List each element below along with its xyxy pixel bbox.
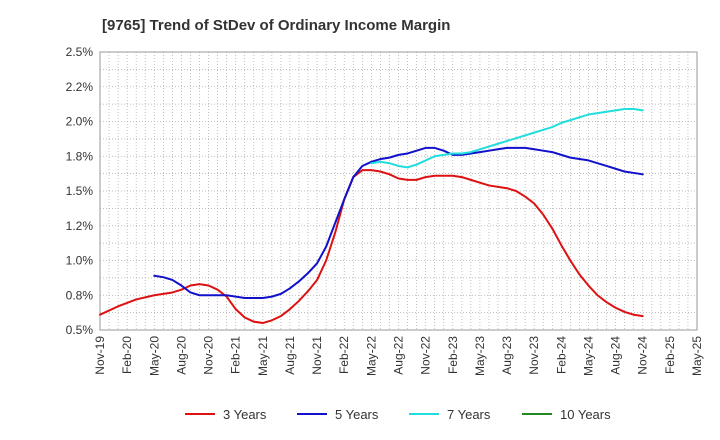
x-tick-label: May-20 <box>147 336 161 376</box>
series-line <box>99 169 644 325</box>
x-tick-label: Aug-23 <box>500 336 514 375</box>
x-tick-label: Feb-22 <box>337 336 351 374</box>
chart-title: [9765] Trend of StDev of Ordinary Income… <box>102 17 450 34</box>
x-tick-label: May-24 <box>581 336 595 376</box>
grid <box>100 52 697 330</box>
x-tick-label: Aug-24 <box>609 336 623 375</box>
y-tick-label: 2.0% <box>66 115 94 129</box>
y-tick-label: 0.8% <box>66 288 94 302</box>
x-tick-label: Nov-19 <box>93 336 107 375</box>
x-tick-label: Nov-23 <box>527 336 541 375</box>
x-tick-label: May-22 <box>364 336 378 376</box>
x-tick-label: Nov-22 <box>419 336 433 375</box>
legend-label: 3 Years <box>223 407 267 422</box>
x-tick-label: Nov-21 <box>310 336 324 375</box>
y-tick-label: 0.5% <box>66 323 94 337</box>
legend: 3 Years 5 Years 7 Years 10 Years <box>185 407 611 422</box>
legend-label: 5 Years <box>335 407 379 422</box>
x-tick-label: May-21 <box>256 336 270 376</box>
x-tick-label: Aug-21 <box>283 336 297 375</box>
x-tick-label: Feb-21 <box>229 336 243 374</box>
y-tick-label: 1.2% <box>66 219 94 233</box>
x-axis: Nov-19 Feb-20 May-20 Aug-20 Nov-20 Feb-21 May-… <box>93 336 704 376</box>
plot-frame <box>99 51 698 331</box>
y-tick-label: 1.8% <box>66 149 94 163</box>
series-line <box>153 146 644 300</box>
legend-label: 10 Years <box>560 407 611 422</box>
x-tick-label: May-25 <box>690 336 704 376</box>
x-tick-label: Aug-22 <box>392 336 406 375</box>
series-lines <box>99 107 644 325</box>
legend-label: 7 Years <box>447 407 491 422</box>
x-tick-label: Feb-24 <box>554 336 568 374</box>
y-axis: 0.5% 0.8% 1.0% 1.2% 1.5% 1.8% 2.0% 2.2% 2.5% <box>66 45 94 337</box>
x-tick-label: Aug-20 <box>174 336 188 375</box>
y-tick-label: 2.2% <box>66 80 94 94</box>
y-tick-label: 2.5% <box>66 45 94 59</box>
x-tick-label: Feb-23 <box>446 336 460 374</box>
x-tick-label: Nov-24 <box>636 336 650 375</box>
x-tick-label: Feb-20 <box>120 336 134 374</box>
x-tick-label: May-23 <box>473 336 487 376</box>
x-tick-label: Nov-20 <box>202 336 216 375</box>
y-tick-label: 1.0% <box>66 254 94 268</box>
series-line <box>370 107 644 169</box>
x-tick-label: Feb-25 <box>663 336 677 374</box>
y-tick-label: 1.5% <box>66 184 94 198</box>
